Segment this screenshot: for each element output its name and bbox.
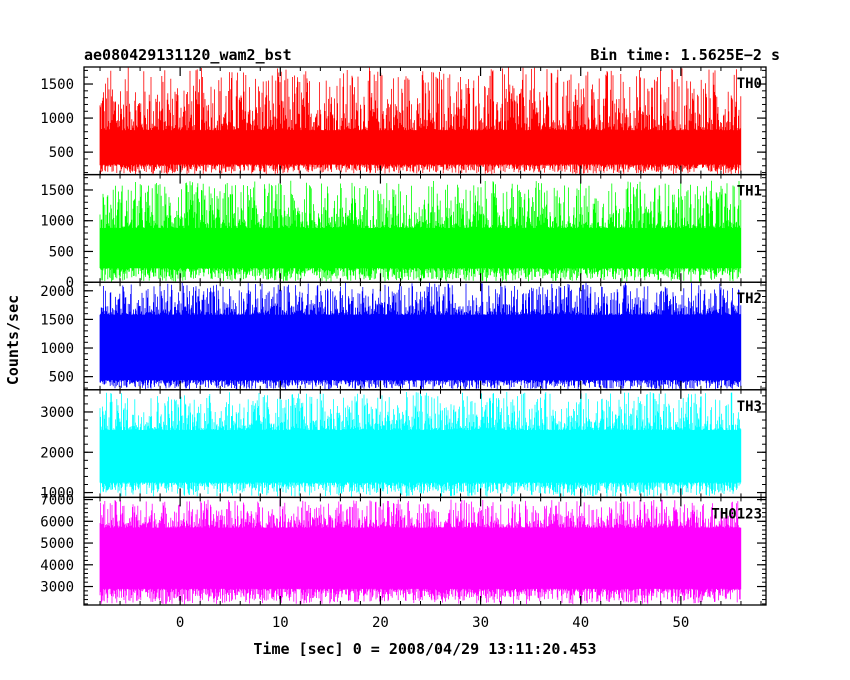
y-tick-label: 500	[49, 145, 74, 161]
panel-frame	[83, 496, 767, 606]
panel-label-th0123: TH0123	[711, 506, 762, 522]
y-tick-label: 1500	[40, 312, 74, 328]
panel-label-th3: TH3	[737, 399, 762, 415]
y-tick-label: 3000	[40, 580, 74, 596]
x-tick-label: 50	[672, 615, 689, 631]
y-tick-label: 6000	[40, 514, 74, 530]
y-tick-label: 3000	[40, 405, 74, 421]
y-tick-label: 7000	[40, 493, 74, 509]
series-trace-th1	[99, 180, 742, 282]
y-tick-label: 1000	[40, 486, 74, 502]
y-tick-label: 1000	[40, 341, 74, 357]
panels-group: 500 1000 1500 TH0 0 500 1000 1500 TH1 500 1000 1500…	[40, 66, 767, 606]
y-tick-label: 500	[49, 244, 74, 260]
panel-label-th0: TH0	[737, 76, 762, 92]
x-axis: 0 10 20 30 40 50	[99, 67, 762, 631]
y-tick-label: 4000	[40, 558, 74, 574]
x-axis-title: Time [sec] 0 = 2008/04/29 13:11:20.453	[253, 640, 596, 658]
y-tick-label: 1000	[40, 111, 74, 127]
chart-title: ae080429131120_wam2_bst	[84, 46, 292, 64]
panel-th3: 1000 2000 3000 TH3	[40, 389, 767, 502]
y-tick-label: 1500	[40, 77, 74, 93]
panel-th0123: 3000 4000 5000 6000 7000 TH0123	[40, 493, 767, 606]
y-tick-label: 2000	[40, 284, 74, 300]
y-tick-label: 1000	[40, 214, 74, 230]
panel-label-th2: TH2	[737, 291, 762, 307]
x-tick-label: 0	[176, 615, 184, 631]
y-tick-label: 1500	[40, 183, 74, 199]
panel-th2: 500 1000 1500 2000 TH2	[40, 281, 767, 391]
y-tick-label: 500	[49, 370, 74, 386]
series-trace-th2	[99, 282, 742, 390]
y-axis-title: Counts/sec	[4, 295, 22, 385]
panel-th1: 0 500 1000 1500 TH1	[40, 173, 767, 291]
x-tick-label: 10	[272, 615, 289, 631]
series-trace-th0	[99, 67, 742, 174]
y-tick-label: 5000	[40, 536, 74, 552]
series-trace-th0123	[99, 499, 742, 605]
panel-label-th1: TH1	[737, 184, 762, 200]
panel-th0: 500 1000 1500 TH0	[40, 66, 767, 176]
y-tick-label: 0	[66, 275, 74, 291]
series-trace-th3	[99, 391, 742, 497]
y-tick-label: 2000	[40, 445, 74, 461]
bin-time-label: Bin time: 1.5625E−2 s	[590, 46, 780, 64]
x-tick-label: 20	[372, 615, 389, 631]
x-tick-label: 30	[472, 615, 489, 631]
x-tick-label: 40	[572, 615, 589, 631]
